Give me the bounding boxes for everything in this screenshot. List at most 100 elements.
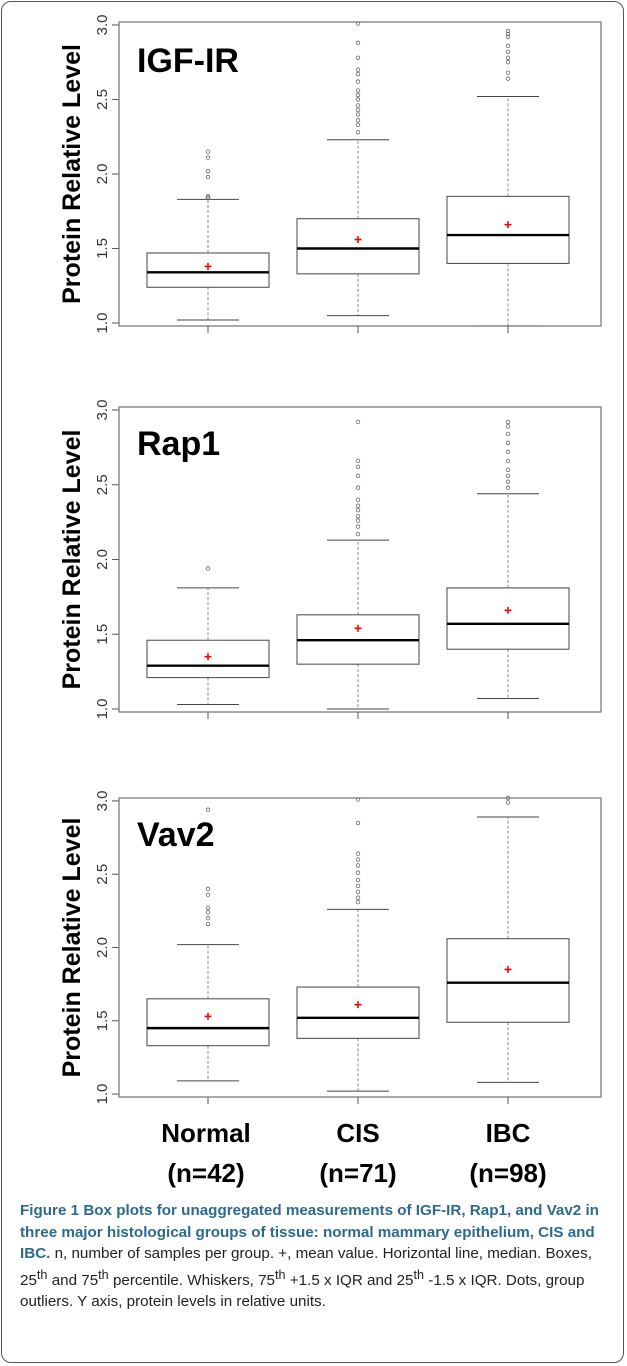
y-tick-label: 3.0 (94, 15, 111, 36)
iqr-box (446, 938, 570, 1023)
outlier-point (505, 31, 511, 37)
panel-title: Rap1 (137, 425, 220, 463)
outlier-point (505, 76, 511, 81)
outlier-point (355, 870, 361, 875)
outlier-point (505, 49, 511, 55)
outlier-point (205, 155, 211, 160)
outlier-point (355, 899, 361, 905)
x-category-label: CIS (336, 1118, 379, 1148)
outlier-point (505, 479, 511, 484)
iqr-box (296, 218, 420, 275)
outlier-point (355, 485, 361, 490)
y-tick-label: 1.5 (94, 1010, 111, 1031)
caption-body-3: percentile. Whiskers, 75 (108, 1271, 276, 1289)
outlier-point (505, 28, 511, 34)
outlier-point (205, 921, 211, 927)
iqr-box (146, 998, 270, 1047)
x-category-label: Normal (161, 1118, 251, 1148)
y-tick-label: 2.5 (94, 89, 111, 110)
outlier-point (355, 79, 361, 84)
outlier-point (505, 55, 511, 60)
outlier-point (355, 55, 361, 60)
y-tick-label: 1.0 (94, 313, 111, 334)
outlier-point (505, 458, 511, 464)
panel-title: Vav2 (137, 816, 215, 854)
caption-body-2: and 75 (47, 1271, 99, 1289)
outlier-point (355, 118, 361, 123)
y-tick-label: 1.0 (94, 1084, 111, 1105)
outlier-point (355, 71, 361, 77)
outlier-point (355, 877, 361, 883)
outlier-point (205, 915, 211, 921)
outlier-point (505, 34, 511, 40)
figure-caption: Figure 1 Box plots for unaggregated meas… (20, 1200, 610, 1313)
outlier-point (355, 497, 361, 502)
outlier-point (205, 905, 211, 911)
outlier-point (355, 507, 361, 513)
figure-label: Figure 1 (20, 1202, 80, 1219)
outlier-point (355, 40, 361, 46)
x-category-count: (n=71) (319, 1158, 396, 1188)
caption-sup-2: th (98, 1267, 109, 1282)
y-axis-label: Protein Relative Level (58, 818, 86, 1078)
y-tick-label: 2.0 (94, 549, 111, 570)
outlier-point (505, 795, 511, 801)
outlier-point (355, 531, 361, 537)
outlier-point (205, 174, 211, 180)
outlier-point (355, 97, 361, 102)
y-tick-label: 1.5 (94, 238, 111, 259)
caption-sup-1: th (36, 1267, 48, 1282)
outlier-point (505, 70, 511, 75)
outlier-point (355, 21, 361, 26)
outlier-point (355, 820, 361, 826)
outlier-point (355, 857, 361, 862)
iqr-box (146, 252, 270, 288)
y-axis-label: Protein Relative Level (58, 44, 86, 304)
outlier-point (355, 88, 361, 93)
x-category-label: IBC (486, 1118, 531, 1148)
outlier-point (505, 485, 511, 490)
outlier-point (355, 513, 361, 519)
outlier-point (355, 103, 361, 108)
outlier-point (505, 800, 511, 805)
outlier-point (355, 122, 361, 128)
caption-sup-3: th (275, 1267, 286, 1282)
outlier-point (355, 863, 361, 868)
outlier-point (355, 67, 361, 72)
outlier-point (355, 473, 361, 478)
caption-sup-4: th (413, 1267, 425, 1282)
outlier-point (355, 883, 361, 889)
outlier-point (505, 431, 511, 437)
y-tick-label: 1.0 (94, 699, 111, 720)
iqr-box (446, 195, 570, 264)
caption-body-5: -1.5 x IQR. Dots, group outliers. Y axis… (20, 1271, 585, 1311)
outlier-point (355, 419, 361, 425)
caption-heading: Box plots for unaggregated measurements … (20, 1202, 599, 1262)
outlier-point (205, 892, 211, 897)
outlier-point (205, 149, 211, 154)
outlier-point (205, 807, 211, 812)
caption-body-4: +1.5 x IQR and 25 (285, 1271, 414, 1289)
y-tick-label: 2.5 (94, 474, 111, 495)
outlier-point (355, 797, 361, 802)
outlier-point (355, 518, 361, 523)
outlier-point (205, 168, 211, 174)
outlier-point (355, 464, 361, 470)
y-axis-label: Protein Relative Level (58, 430, 86, 690)
caption-body-1: n, number of samples per group. +, mean … (20, 1245, 592, 1289)
iqr-box (296, 986, 420, 1039)
outlier-point (205, 910, 211, 915)
outlier-point (355, 130, 361, 135)
outlier-point (505, 467, 511, 472)
y-tick-label: 3.0 (94, 400, 111, 421)
outlier-point (355, 92, 361, 98)
outlier-point (355, 458, 361, 464)
outlier-point (505, 43, 511, 49)
outlier-point (205, 194, 211, 199)
outlier-point (355, 889, 361, 895)
outlier-point (205, 886, 211, 892)
y-tick-label: 2.5 (94, 864, 111, 885)
y-tick-label: 3.0 (94, 791, 111, 812)
panel-title: IGF-IR (137, 42, 239, 80)
